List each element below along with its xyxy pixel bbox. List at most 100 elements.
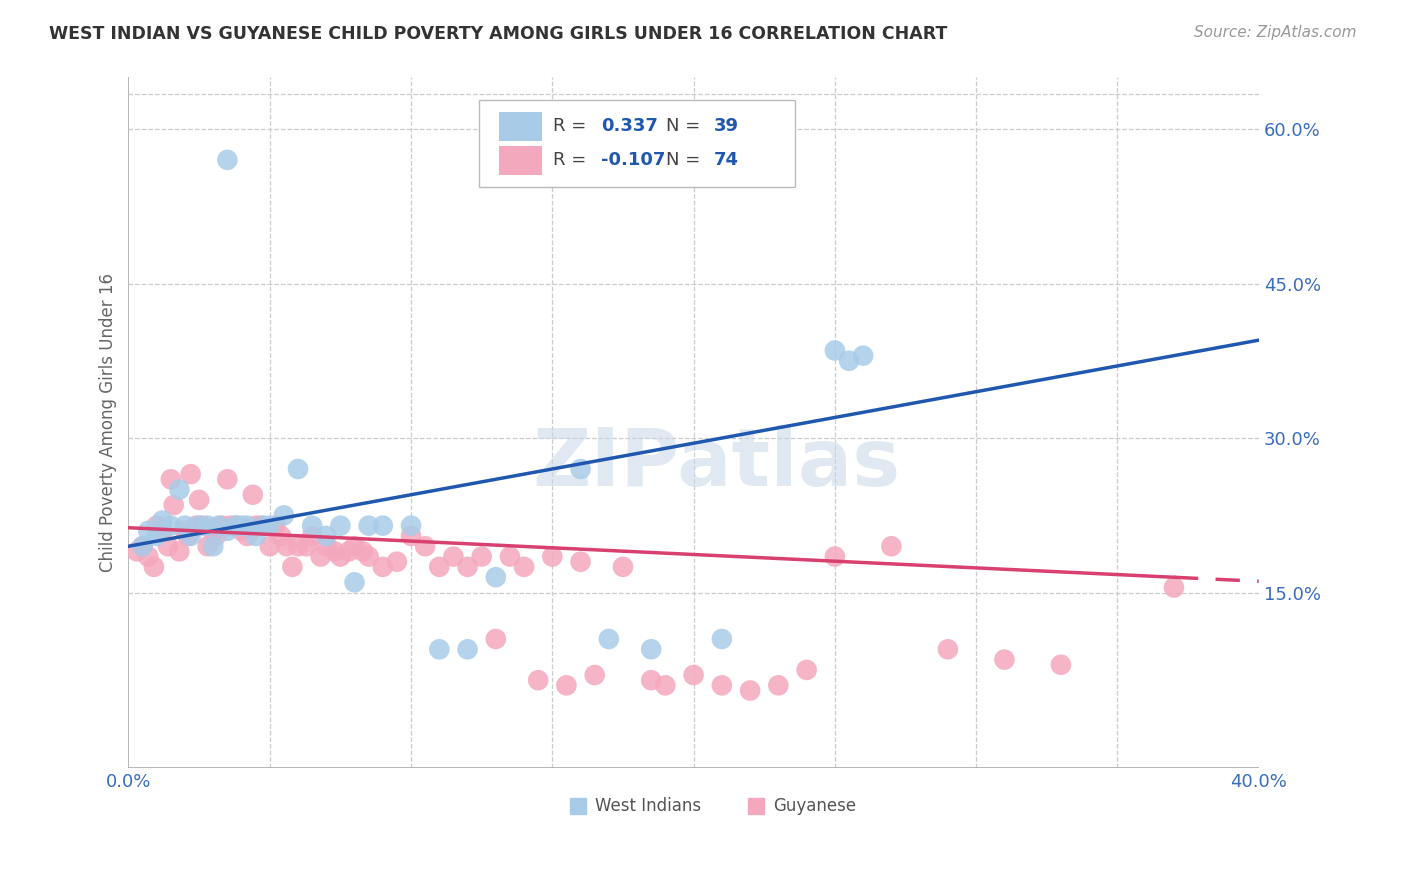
Point [301,529,323,543]
Point [1050,657,1073,672]
Point [136,524,159,538]
Point [202,539,225,553]
Point [131,539,153,553]
Point [796,663,818,677]
Point [225,518,247,533]
Text: WEST INDIAN VS GUYANESE CHILD POVERTY AMONG GIRLS UNDER 16 CORRELATION CHART: WEST INDIAN VS GUYANESE CHILD POVERTY AM… [49,25,948,43]
Point [225,518,247,533]
Text: 39: 39 [714,118,740,136]
Point [281,559,304,574]
Point [236,518,259,533]
Point [217,472,239,486]
Point [880,539,903,553]
Point [276,539,298,553]
Text: R =: R = [554,152,592,169]
Point [125,544,148,558]
Point [245,529,267,543]
Point [197,518,219,533]
Point [598,632,620,646]
Point [513,559,536,574]
Point [301,518,323,533]
Point [993,652,1015,666]
Text: West Indians: West Indians [595,797,702,814]
Point [371,559,394,574]
Point [217,524,239,538]
Point [186,518,208,533]
Point [188,492,211,507]
Point [211,518,233,533]
Point [555,678,578,692]
Point [427,559,450,574]
Point [191,518,214,533]
Point [441,549,464,564]
Point [343,575,366,590]
Bar [499,112,543,141]
Point [852,349,875,363]
Point [838,353,860,368]
Point [245,518,267,533]
FancyBboxPatch shape [479,100,796,186]
Point [357,518,380,533]
Point [197,539,219,553]
Text: ZIPatlas: ZIPatlas [531,425,900,503]
Text: Source: ZipAtlas.com: Source: ZipAtlas.com [1194,25,1357,40]
Point [250,518,273,533]
Point [150,514,173,528]
Text: -0.107: -0.107 [600,152,665,169]
Point [357,549,380,564]
Point [541,549,564,564]
Point [457,559,479,574]
Point [824,549,846,564]
Text: 74: 74 [714,152,740,169]
Point [352,544,374,558]
Point [710,678,733,692]
Point [217,153,239,167]
Text: R =: R = [554,118,592,136]
Point [150,524,173,538]
Point [157,539,180,553]
Point [145,518,167,533]
Text: N =: N = [666,152,706,169]
Point [343,539,366,553]
Point [259,539,281,553]
Point [315,529,337,543]
Point [682,668,704,682]
Point [337,544,360,558]
Point [315,539,337,553]
Bar [499,145,543,175]
Point [219,518,242,533]
Point [471,549,494,564]
Point [242,488,264,502]
Point [231,524,253,538]
Point [399,518,422,533]
Point [136,549,159,564]
Point [273,508,295,523]
Text: Guyanese: Guyanese [773,797,856,814]
Point [174,524,197,538]
Point [142,559,165,574]
Point [160,472,183,486]
Point [177,529,200,543]
Point [710,632,733,646]
Point [145,529,167,543]
Point [270,529,292,543]
Point [399,529,422,543]
Y-axis label: Child Poverty Among Girls Under 16: Child Poverty Among Girls Under 16 [100,273,117,572]
Text: 0.337: 0.337 [600,118,658,136]
Point [371,518,394,533]
Point [323,544,346,558]
Point [569,555,592,569]
Point [287,539,309,553]
Point [1163,581,1185,595]
Point [163,498,186,512]
Point [253,518,276,533]
Point [485,632,508,646]
Point [612,559,634,574]
Point [295,539,318,553]
Point [740,683,762,698]
Point [131,539,153,553]
Point [329,518,352,533]
Text: N =: N = [666,118,706,136]
Point [936,642,959,657]
Point [259,518,281,533]
